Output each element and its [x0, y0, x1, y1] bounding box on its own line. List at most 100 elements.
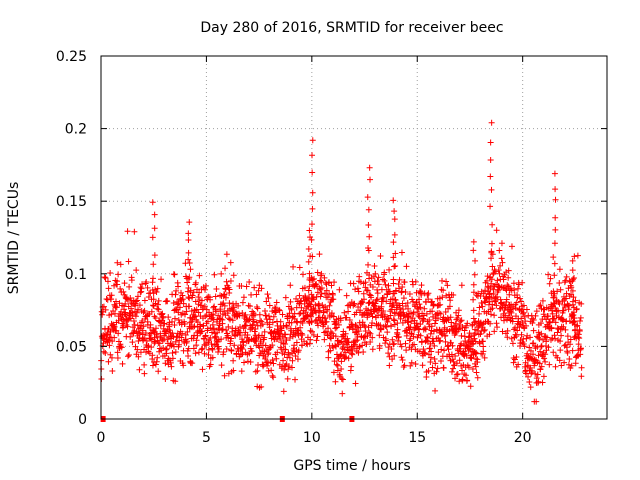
data-point — [500, 276, 507, 283]
data-point — [229, 317, 236, 324]
data-point — [405, 313, 412, 320]
data-point — [539, 379, 546, 386]
data-point — [495, 267, 502, 274]
data-point — [487, 173, 494, 180]
data-point — [382, 340, 389, 347]
data-point — [538, 363, 545, 370]
data-point — [294, 327, 301, 334]
data-point — [373, 297, 380, 304]
data-point — [470, 340, 477, 347]
data-point — [151, 211, 158, 218]
data-point — [185, 256, 192, 263]
data-point — [169, 330, 176, 337]
data-point — [198, 346, 205, 353]
data-point — [256, 311, 263, 318]
data-point — [480, 290, 487, 297]
data-point — [338, 365, 345, 372]
data-point — [215, 312, 222, 319]
data-point — [330, 296, 337, 303]
data-point — [187, 314, 194, 321]
data-point — [180, 300, 187, 307]
data-point — [568, 362, 575, 369]
data-point — [204, 318, 211, 325]
data-point — [202, 332, 209, 339]
data-point — [172, 291, 179, 298]
data-point — [269, 308, 276, 315]
data-point — [193, 306, 200, 313]
data-point — [348, 321, 355, 328]
data-point — [366, 275, 373, 282]
data-point — [130, 330, 137, 337]
data-point — [221, 291, 228, 298]
data-point — [513, 333, 520, 340]
data-point — [352, 338, 359, 345]
data-point — [150, 302, 157, 309]
data-point — [488, 119, 495, 126]
data-point — [327, 334, 334, 341]
data-point — [144, 284, 151, 291]
data-point — [578, 373, 585, 380]
data-point — [318, 284, 325, 291]
data-point — [270, 313, 277, 320]
data-point — [100, 303, 107, 310]
data-point — [481, 354, 488, 361]
data-point — [230, 272, 237, 279]
data-point — [105, 358, 112, 365]
data-point — [452, 353, 459, 360]
data-point — [391, 340, 398, 347]
data-point — [348, 350, 355, 357]
data-point — [141, 361, 148, 368]
data-point — [457, 318, 464, 325]
data-point — [306, 295, 313, 302]
data-point — [222, 285, 229, 292]
data-point — [514, 285, 521, 292]
data-point — [167, 359, 174, 366]
data-point — [366, 329, 373, 336]
data-point — [369, 319, 376, 326]
data-point — [143, 278, 150, 285]
data-point — [283, 337, 290, 344]
y-tick-label: 0.25 — [56, 49, 87, 65]
data-point — [551, 300, 558, 307]
data-point — [517, 295, 524, 302]
data-point — [379, 276, 386, 283]
data-point — [413, 289, 420, 296]
data-point — [114, 281, 121, 288]
data-point — [472, 326, 479, 333]
data-point — [106, 342, 113, 349]
data-point — [152, 361, 159, 368]
data-point — [577, 314, 584, 321]
data-point — [308, 236, 315, 243]
data-point — [150, 296, 157, 303]
data-point — [279, 311, 286, 318]
data-point — [219, 326, 226, 333]
data-point — [530, 351, 537, 358]
data-point — [501, 317, 508, 324]
data-point — [287, 282, 294, 289]
data-point — [297, 298, 304, 305]
data-point — [332, 378, 339, 385]
data-point — [229, 308, 236, 315]
data-point — [433, 368, 440, 375]
data-point — [398, 354, 405, 361]
data-point — [348, 363, 355, 370]
data-point — [537, 348, 544, 355]
y-tick-labels: 0 0.05 0.1 0.15 0.2 0.25 — [56, 49, 87, 428]
data-point — [563, 290, 570, 297]
data-point — [474, 356, 481, 363]
data-point — [366, 233, 373, 240]
data-point — [466, 330, 473, 337]
data-point — [287, 298, 294, 305]
data-point — [493, 227, 500, 234]
data-point — [472, 257, 479, 264]
data-point — [540, 336, 547, 343]
data-point — [283, 323, 290, 330]
plot-frame — [100, 55, 608, 420]
data-point — [439, 277, 446, 284]
data-point — [273, 355, 280, 362]
data-point — [408, 359, 415, 366]
data-point — [521, 343, 528, 350]
data-point — [516, 324, 523, 331]
data-point — [522, 318, 529, 325]
data-point — [197, 323, 204, 330]
